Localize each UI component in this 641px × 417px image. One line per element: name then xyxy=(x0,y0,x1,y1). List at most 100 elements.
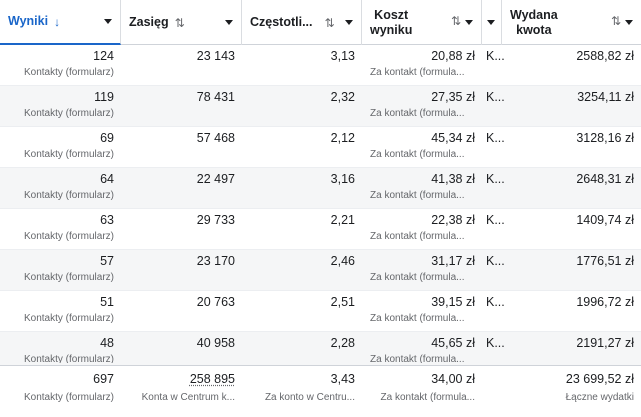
column-header-wydana-kwota[interactable]: Wydana kwota ⇅ xyxy=(502,0,641,45)
sort-icon[interactable]: ⇅ xyxy=(174,15,185,30)
wyniki-subtitle: Kontakty (formularz) xyxy=(23,354,114,365)
cell-koszt-wyniku: 20,88 zł Za kontakt (formula... xyxy=(362,45,482,86)
sort-icon[interactable]: ⇅ xyxy=(450,14,461,28)
total-zasieg-value[interactable]: 258 895 xyxy=(189,372,235,386)
chevron-down-icon[interactable] xyxy=(345,19,353,25)
column-header-zasieg[interactable]: Zasięg ⇅ xyxy=(121,0,242,45)
chevron-down-icon[interactable] xyxy=(487,19,495,25)
wyniki-value: 69 xyxy=(100,131,114,145)
wyniki-value: 63 xyxy=(100,213,114,227)
total-zasieg[interactable]: 258 895 Konta w Centrum k... xyxy=(121,366,242,417)
wyniki-value: 51 xyxy=(100,295,114,309)
koszt-subtitle: Za kontakt (formula... xyxy=(370,190,465,201)
table-row[interactable]: 57 Kontakty (formularz) 23 170 2,46 31,1… xyxy=(0,250,641,291)
cell-k: K... xyxy=(482,86,505,127)
table-row[interactable]: 119 Kontakty (formularz) 78 431 2,32 27,… xyxy=(0,86,641,127)
wyniki-subtitle: Kontakty (formularz) xyxy=(23,313,114,324)
total-kwota-subtitle: Łączne wydatki xyxy=(565,392,634,403)
wyniki-value: 57 xyxy=(100,254,114,268)
table-row[interactable]: 64 Kontakty (formularz) 22 497 3,16 41,3… xyxy=(0,168,641,209)
zasieg-value: 40 958 xyxy=(196,336,235,350)
total-wydana-kwota: 23 699,52 zł Łączne wydatki xyxy=(502,366,641,417)
koszt-value: 39,15 zł xyxy=(431,295,475,309)
total-kwota-value: 23 699,52 zł xyxy=(565,372,634,386)
chevron-down-icon[interactable] xyxy=(625,19,633,25)
total-wyniki: 697 Kontakty (formularz) xyxy=(0,366,121,417)
k-value: K... xyxy=(486,90,505,104)
cell-wydana-kwota: 3128,16 zł xyxy=(502,127,641,168)
total-wyniki-subtitle: Kontakty (formularz) xyxy=(23,392,114,403)
wyniki-value: 48 xyxy=(100,336,114,350)
chevron-down-icon[interactable] xyxy=(225,19,233,25)
cell-czestotliwosc: 2,12 xyxy=(242,127,362,168)
column-header-czestotliwosc[interactable]: Częstotli... ⇅ xyxy=(242,0,362,45)
zasieg-value: 22 497 xyxy=(196,172,235,186)
cell-wydana-kwota: 2588,82 zł xyxy=(502,45,641,86)
kwota-value: 2648,31 zł xyxy=(576,172,634,186)
wyniki-subtitle: Kontakty (formularz) xyxy=(23,108,114,119)
sort-icon[interactable]: ⇅ xyxy=(324,15,335,30)
k-value: K... xyxy=(486,295,505,309)
cell-koszt-wyniku: 45,65 zł Za kontakt (formula... xyxy=(362,332,482,373)
total-zasieg-subtitle: Konta w Centrum k... xyxy=(141,392,235,403)
cell-wydana-kwota: 1409,74 zł xyxy=(502,209,641,250)
cell-wydana-kwota: 1776,51 zł xyxy=(502,250,641,291)
cell-wyniki: 69 Kontakty (formularz) xyxy=(0,127,121,168)
column-header-label-line2: kwota xyxy=(516,22,552,37)
cell-k: K... xyxy=(482,168,505,209)
cell-k: K... xyxy=(482,332,505,373)
wyniki-subtitle: Kontakty (formularz) xyxy=(23,67,114,78)
table-row[interactable]: 124 Kontakty (formularz) 23 143 3,13 20,… xyxy=(0,45,641,86)
koszt-value: 45,65 zł xyxy=(431,336,475,350)
total-wyniki-value: 697 xyxy=(93,372,114,386)
cell-k: K... xyxy=(482,45,505,86)
cell-zasieg: 20 763 xyxy=(121,291,242,332)
column-header-wyniki[interactable]: Wyniki ↓ xyxy=(0,0,121,45)
cell-wyniki: 64 Kontakty (formularz) xyxy=(0,168,121,209)
koszt-subtitle: Za kontakt (formula... xyxy=(370,354,465,365)
table-row[interactable]: 69 Kontakty (formularz) 57 468 2,12 45,3… xyxy=(0,127,641,168)
czestotliwosc-value: 2,51 xyxy=(330,295,355,309)
cell-zasieg: 23 143 xyxy=(121,45,242,86)
cell-zasieg: 57 468 xyxy=(121,127,242,168)
total-koszt-subtitle: Za kontakt (formula... xyxy=(380,392,475,403)
k-value: K... xyxy=(486,49,505,63)
wyniki-subtitle: Kontakty (formularz) xyxy=(23,190,114,201)
kwota-value: 2588,82 zł xyxy=(576,49,634,63)
cell-koszt-wyniku: 31,17 zł Za kontakt (formula... xyxy=(362,250,482,291)
k-value: K... xyxy=(486,172,505,186)
column-header-label: Częstotli... xyxy=(250,15,313,29)
zasieg-value: 23 143 xyxy=(196,49,235,63)
czestotliwosc-value: 2,28 xyxy=(330,336,355,350)
kwota-value: 3128,16 zł xyxy=(576,131,634,145)
column-header-label-line1: Koszt xyxy=(374,7,409,22)
cell-zasieg: 22 497 xyxy=(121,168,242,209)
cell-wyniki: 51 Kontakty (formularz) xyxy=(0,291,121,332)
koszt-value: 45,34 zł xyxy=(431,131,475,145)
chevron-down-icon[interactable] xyxy=(465,19,473,25)
zasieg-value: 29 733 xyxy=(196,213,235,227)
sort-descending-icon[interactable]: ↓ xyxy=(54,14,61,29)
cell-zasieg: 78 431 xyxy=(121,86,242,127)
koszt-subtitle: Za kontakt (formula... xyxy=(370,67,465,78)
total-koszt-value: 34,00 zł xyxy=(431,372,475,386)
table-row[interactable]: 63 Kontakty (formularz) 29 733 2,21 22,3… xyxy=(0,209,641,250)
kwota-value: 3254,11 zł xyxy=(577,90,634,104)
koszt-subtitle: Za kontakt (formula... xyxy=(370,108,465,119)
column-header-koszt-wyniku[interactable]: Koszt wyniku ⇅ xyxy=(362,0,482,45)
wyniki-value: 64 xyxy=(100,172,114,186)
cell-czestotliwosc: 2,21 xyxy=(242,209,362,250)
chevron-down-icon[interactable] xyxy=(104,18,112,24)
czestotliwosc-value: 2,12 xyxy=(330,131,355,145)
column-header-k[interactable] xyxy=(482,0,502,45)
cell-zasieg: 23 170 xyxy=(121,250,242,291)
sort-icon[interactable]: ⇅ xyxy=(610,14,621,28)
k-value: K... xyxy=(486,336,505,350)
cell-zasieg: 40 958 xyxy=(121,332,242,373)
total-czestotliwosc-value: 3,43 xyxy=(330,372,355,386)
kwota-value: 2191,27 zł xyxy=(576,336,634,350)
total-koszt-wyniku: 34,00 zł Za kontakt (formula... xyxy=(362,366,482,417)
total-czestotliwosc-subtitle: Za konto w Centru... xyxy=(264,392,355,403)
table-row[interactable]: 51 Kontakty (formularz) 20 763 2,51 39,1… xyxy=(0,291,641,332)
cell-koszt-wyniku: 41,38 zł Za kontakt (formula... xyxy=(362,168,482,209)
